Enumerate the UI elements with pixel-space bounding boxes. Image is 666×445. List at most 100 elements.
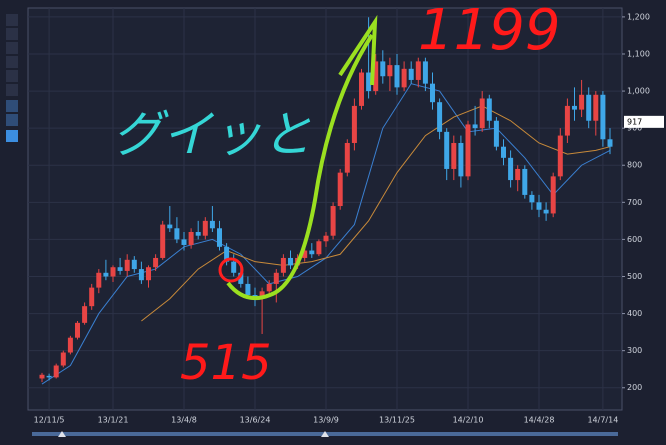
candle-body	[302, 250, 308, 258]
candle-body	[75, 322, 80, 338]
candle-body	[124, 259, 130, 271]
last-price-box	[624, 115, 664, 128]
candle-body	[238, 272, 244, 284]
y-tick-label: 1,200	[627, 12, 650, 21]
candle-body	[245, 283, 251, 296]
candle-body	[543, 209, 549, 214]
candle-body	[96, 272, 102, 288]
annotation-low: 515	[180, 335, 272, 391]
tool-pointer[interactable]	[6, 14, 18, 26]
candle-body	[330, 206, 336, 236]
candle-body	[195, 231, 201, 236]
candle-body	[380, 61, 386, 77]
y-tick-label: 600	[627, 235, 642, 244]
candle-body	[579, 94, 585, 110]
candle-body	[408, 68, 414, 80]
candle-body	[508, 157, 514, 181]
x-tick-label: 14/7/14	[587, 416, 618, 425]
candle-body	[501, 146, 506, 158]
tool-vline[interactable]	[6, 42, 18, 54]
candle-body	[146, 267, 151, 281]
candle-body	[351, 105, 357, 143]
candle-body	[60, 352, 66, 366]
candle-body	[337, 172, 343, 207]
candle-body	[493, 120, 499, 147]
annotation-text: グイッと	[112, 106, 312, 164]
candle-body	[536, 202, 542, 210]
candle-body	[53, 365, 59, 378]
candle-body	[288, 257, 293, 266]
candle-body	[430, 83, 435, 103]
annotation-high: 1199	[418, 0, 561, 63]
x-tick-label: 12/11/5	[34, 416, 65, 425]
candle-body	[472, 124, 478, 129]
x-tick-label: 13/11/25	[379, 416, 415, 425]
tool-crosshair[interactable]	[6, 28, 18, 40]
candle-body	[316, 241, 322, 255]
y-tick-label: 400	[627, 309, 642, 318]
candle-body	[359, 72, 364, 106]
candle-body	[564, 105, 570, 136]
candle-body	[131, 259, 137, 270]
arrow-shaft	[226, 33, 374, 300]
candle-body	[160, 224, 166, 258]
y-tick-label: 200	[627, 383, 642, 392]
candle-body	[39, 374, 45, 379]
candle-body	[550, 176, 556, 214]
candle-body	[280, 257, 286, 273]
candle-body	[486, 98, 492, 121]
candle-body	[110, 267, 116, 277]
tool-settings[interactable]	[6, 114, 18, 126]
candle-body	[273, 272, 279, 284]
candle-body	[181, 239, 187, 245]
candle-body	[259, 291, 265, 299]
tool-trendline[interactable]	[6, 70, 18, 82]
candle-body	[444, 131, 450, 169]
candle-body	[46, 375, 52, 378]
x-tick-label: 13/1/21	[98, 416, 129, 425]
candle-body	[103, 272, 109, 277]
x-tick-label: 14/2/10	[453, 416, 484, 425]
candle-body	[138, 269, 144, 281]
candle-body	[415, 61, 421, 80]
candle-body	[572, 105, 577, 110]
y-tick-label: 900	[627, 124, 642, 133]
candle-body	[323, 235, 329, 242]
candle-body	[387, 65, 393, 77]
candle-body	[422, 61, 428, 84]
scroll-handle-left[interactable]	[58, 431, 66, 437]
candle-body	[607, 139, 613, 147]
candle-body	[117, 267, 123, 271]
scroll-handle-right[interactable]	[321, 431, 329, 437]
scrollbar	[32, 431, 618, 437]
candle-body	[153, 257, 159, 268]
arrow-head	[338, 14, 378, 86]
candle-body	[231, 261, 237, 273]
x-tick-label: 13/4/8	[171, 416, 197, 425]
candle-body	[529, 194, 535, 203]
y-tick-label: 700	[627, 198, 642, 207]
tool-hline[interactable]	[6, 56, 18, 68]
candle-body	[451, 142, 457, 169]
candle-body	[437, 102, 443, 132]
tool-eraser[interactable]	[6, 84, 18, 96]
toolbar	[6, 14, 18, 142]
candle-body	[600, 94, 606, 140]
candle-body	[458, 142, 464, 177]
candle-body	[174, 228, 180, 240]
annotation-layer: グイッと 1199 515	[112, 0, 561, 391]
candle-body	[67, 337, 73, 353]
candle-body	[515, 168, 521, 181]
candle-body	[557, 135, 563, 177]
y-tick-label: 300	[627, 346, 642, 355]
candle-body	[586, 94, 592, 121]
candle-body	[202, 220, 208, 236]
last-price-label: 917	[627, 117, 642, 126]
tool-refresh[interactable]	[6, 130, 18, 142]
tool-zoom[interactable]	[6, 100, 18, 112]
candle-body	[366, 72, 372, 92]
candle-body	[401, 68, 407, 88]
candle-body	[266, 283, 272, 292]
candle-body	[217, 228, 222, 247]
